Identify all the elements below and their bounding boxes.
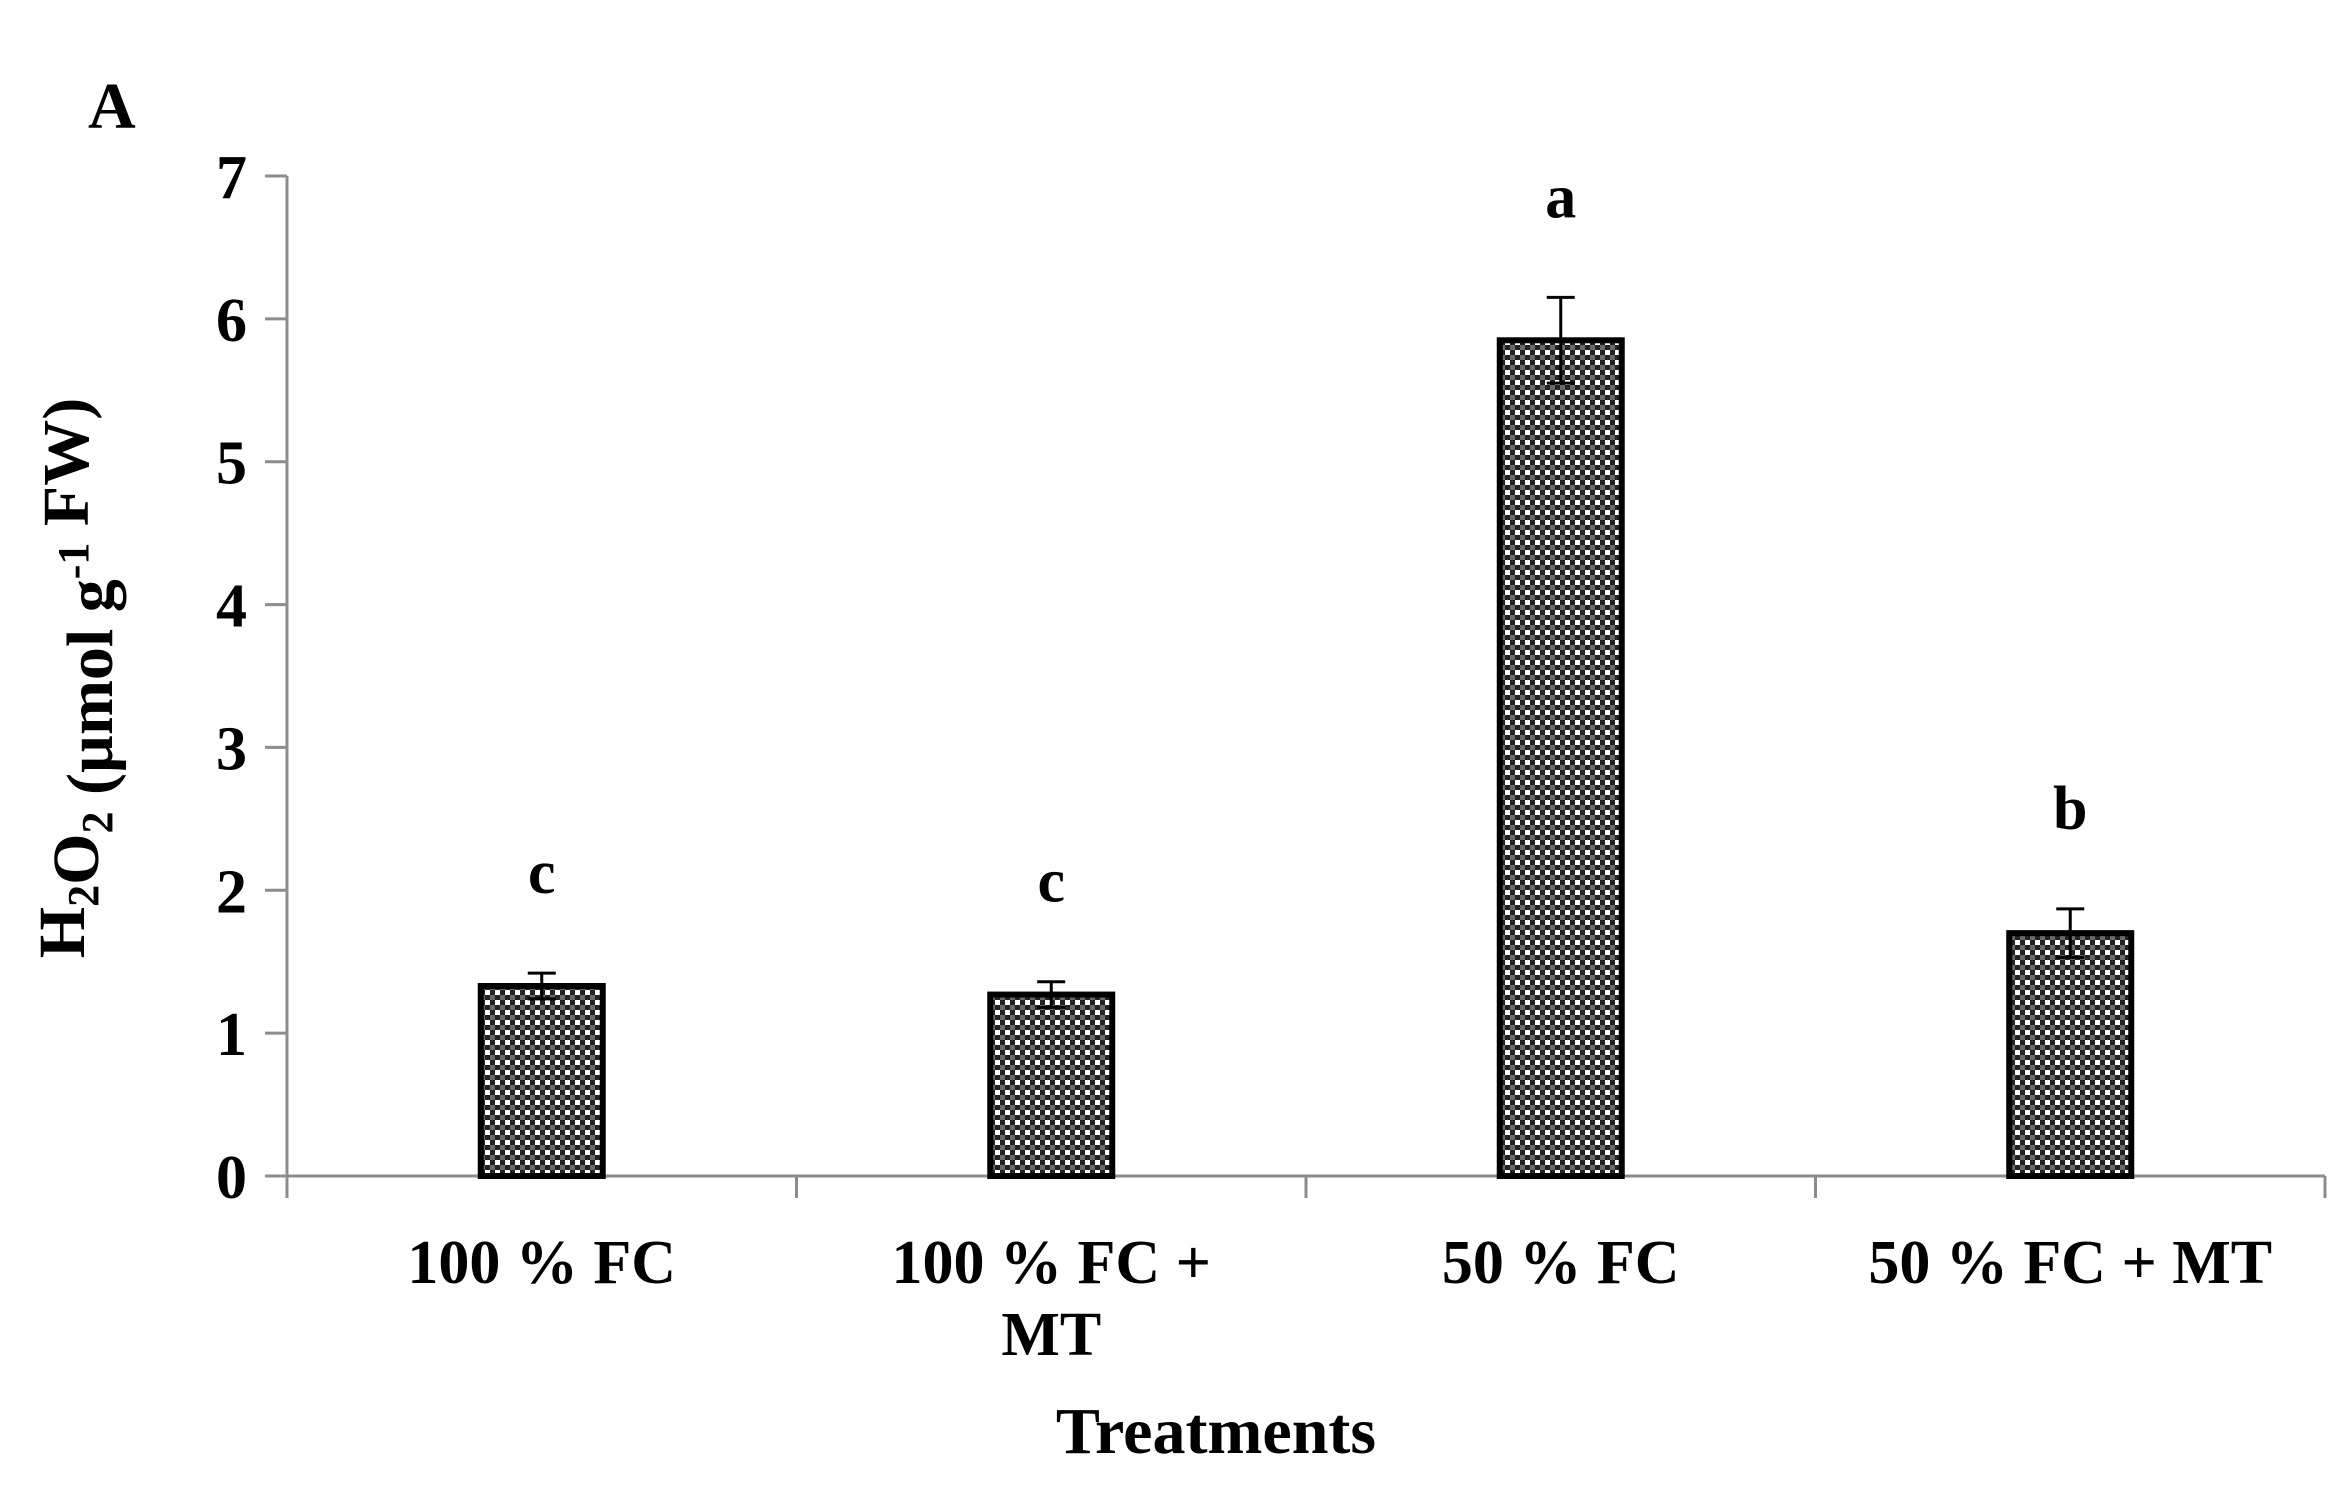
significance-label: a [1545, 163, 1576, 231]
significance-label: b [2053, 775, 2087, 843]
y-tick-label: 5 [216, 430, 247, 498]
y-tick-label: 6 [216, 287, 247, 355]
y-tick-label: 2 [216, 858, 247, 926]
x-tick-label: 50 % FC [1442, 1229, 1680, 1297]
bars-group [477, 295, 2135, 1180]
x-tick-label-line: MT [1001, 1301, 1101, 1369]
x-tick-label-line: 100 % FC + [892, 1229, 1211, 1297]
y-axis-title-part: H [26, 907, 99, 958]
bar [477, 983, 606, 1179]
y-axis-title-subscript: 2 [73, 812, 122, 834]
labels-group: 0 1 2 3 4 5 6 7 c 100 % FC c 100 % FC + MT a 50 % FC b 5… [26, 144, 2272, 1468]
panel-label: A [88, 70, 136, 143]
x-tick-label: 100 % FC [407, 1229, 676, 1297]
y-axis-title-subscript: 2 [59, 885, 108, 907]
x-tick-label: 50 % FC + MT [1868, 1229, 2272, 1297]
y-axis-title-part: (µmol g [54, 579, 127, 811]
bar [987, 991, 1116, 1179]
y-tick-label: 1 [216, 1001, 247, 1069]
significance-label: c [528, 839, 556, 907]
x-axis-title: Treatments [1056, 1395, 1376, 1468]
bar [1496, 337, 1625, 1179]
y-tick-label: 4 [216, 573, 247, 641]
y-tick-label: 3 [216, 715, 247, 783]
y-axis-title-part: O [40, 834, 113, 885]
y-axis-title-superscript: -1 [49, 543, 98, 580]
y-tick-label: 0 [216, 1144, 247, 1212]
x-tick-label: 100 % FC + MT [892, 1229, 1211, 1369]
axes [265, 174, 2327, 1198]
x-tick-label-line: 50 % FC + MT [1868, 1229, 2272, 1297]
y-tick-label: 7 [216, 144, 247, 212]
x-tick-label-line: 50 % FC [1442, 1229, 1680, 1297]
x-tick-label-line: 100 % FC [407, 1229, 676, 1297]
y-axis-title: H2O2 (µmol g-1 FW) [26, 398, 127, 958]
significance-label: c [1037, 848, 1065, 916]
y-axis-title-part: FW) [30, 398, 103, 543]
bar [2006, 930, 2135, 1180]
